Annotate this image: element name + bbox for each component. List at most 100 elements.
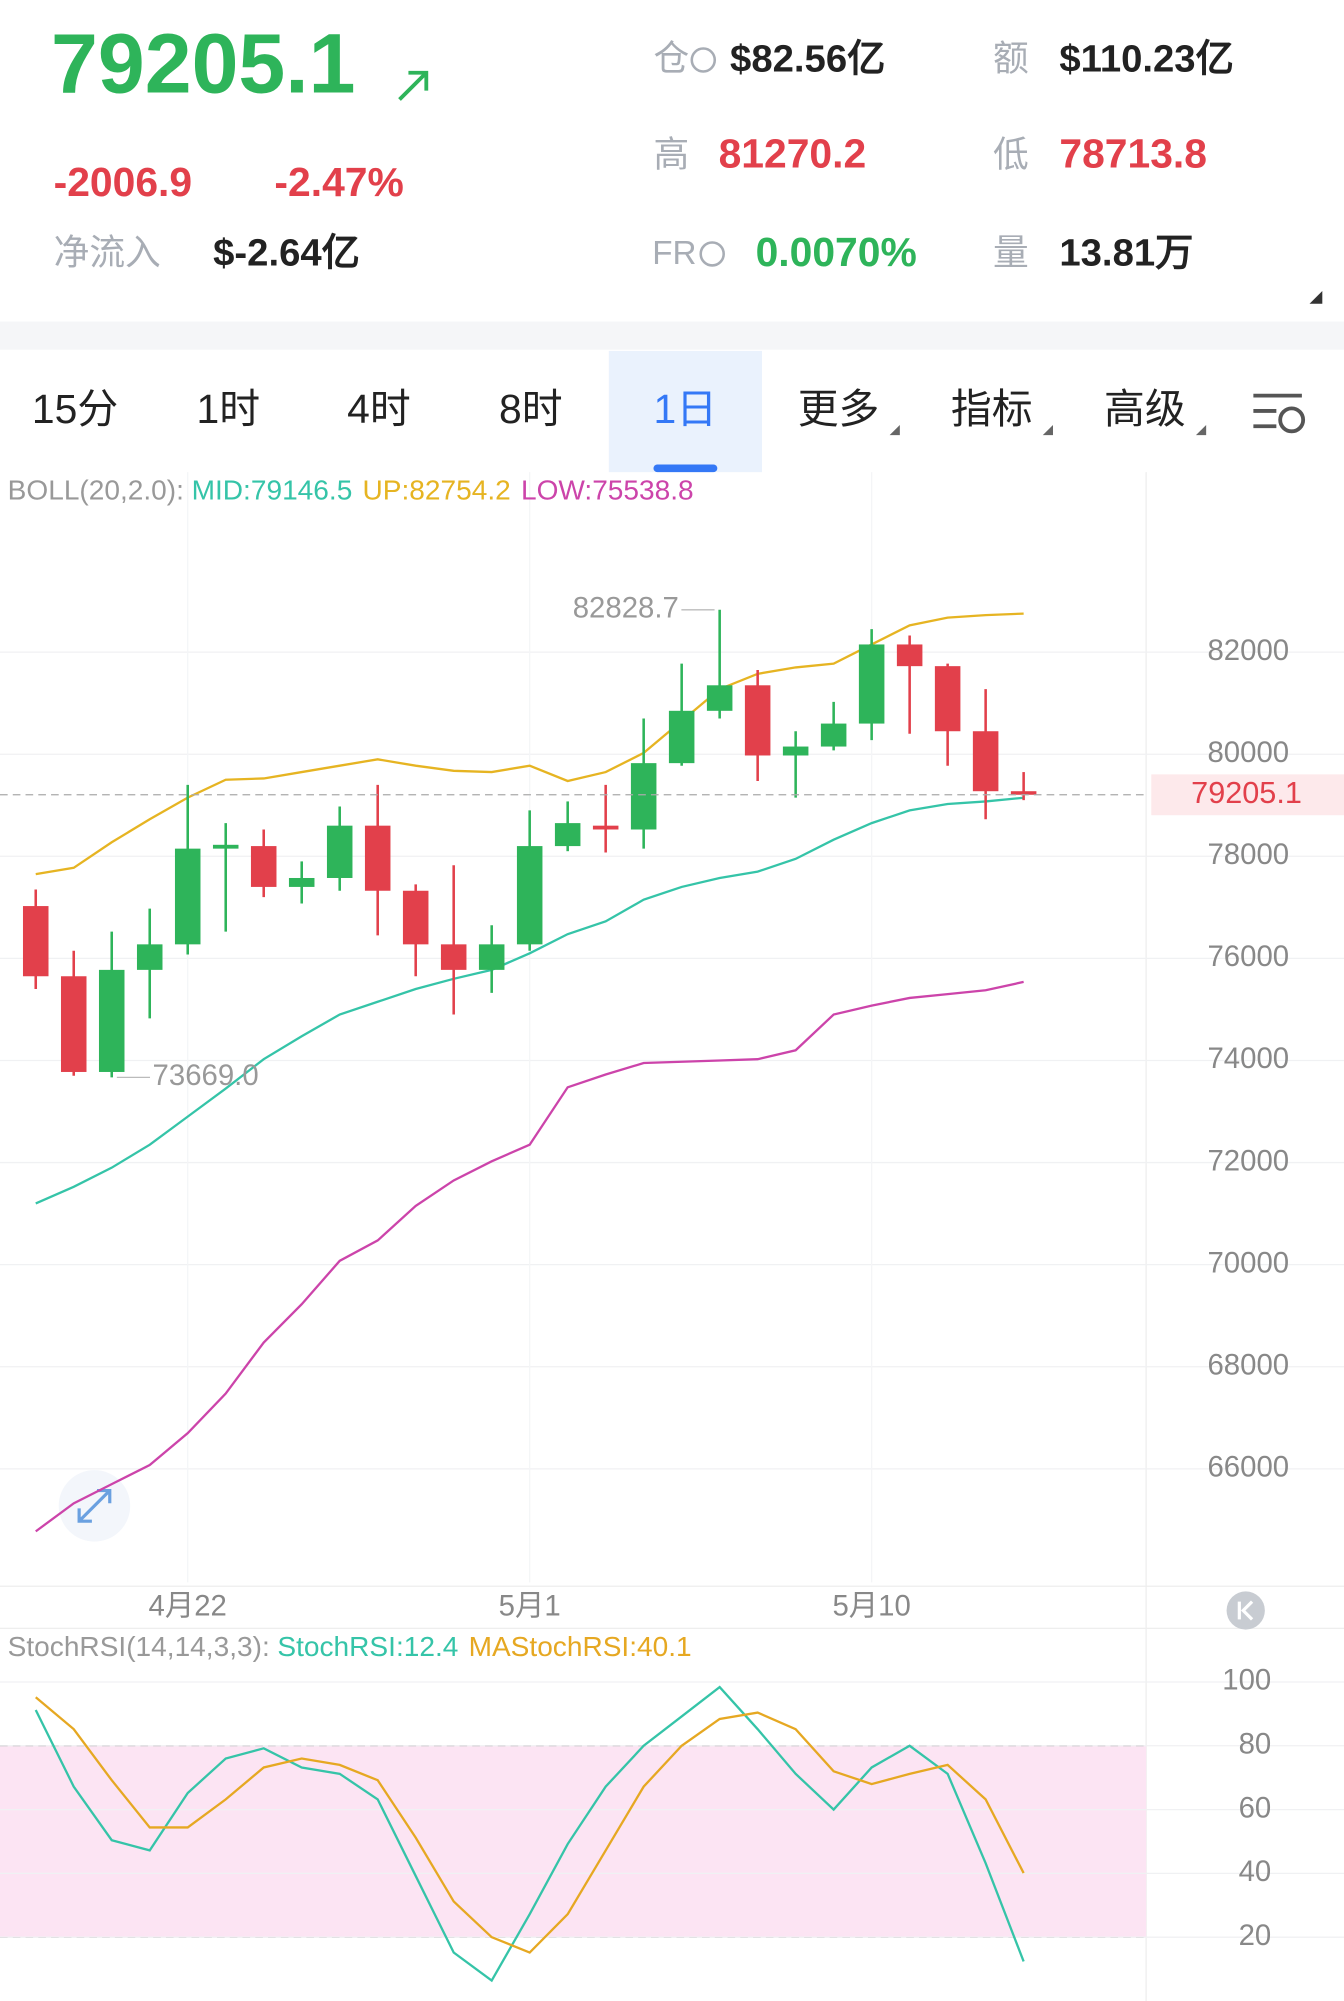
tab[interactable]: 8时 xyxy=(499,386,563,432)
stat-value: 78713.8 xyxy=(1059,131,1207,177)
candle-body xyxy=(744,685,771,756)
y-tick-label: 82000 xyxy=(1208,634,1290,667)
net-inflow: $-2.64亿 xyxy=(213,231,360,274)
candle-body xyxy=(630,763,657,830)
candle-body xyxy=(288,877,315,887)
tab[interactable]: 15分 xyxy=(32,386,118,432)
dropdown xyxy=(889,424,900,436)
candle-body xyxy=(136,944,163,970)
scroll-end-icon xyxy=(1237,1600,1254,1621)
net-inflow-label: 净流入 xyxy=(54,233,161,273)
legend-entry: UP:82754.2 xyxy=(363,475,511,506)
info-icon[interactable] xyxy=(699,241,725,267)
tab[interactable]: 1时 xyxy=(197,386,261,432)
scroll-end-button[interactable] xyxy=(1226,1591,1265,1630)
legend-entry: StochRSI(14,14,3,3): xyxy=(8,1631,270,1662)
y-tick-label: 66000 xyxy=(1208,1451,1290,1484)
high-label: 82828.7 xyxy=(573,592,679,625)
legend-entry: StochRSI:12.4 xyxy=(277,1631,458,1662)
stat-value: 0.0070% xyxy=(756,229,917,275)
stat-label: 高 xyxy=(653,134,689,174)
y-tick-label: 68000 xyxy=(1208,1349,1290,1382)
settings-icon[interactable] xyxy=(1253,393,1306,434)
y-tick-label: 80000 xyxy=(1208,736,1290,769)
y-tick-label: 60 xyxy=(1239,1791,1272,1824)
candle-body xyxy=(972,731,999,792)
indicator-line xyxy=(34,1696,1025,1954)
indicator-legend: BOLL(20,2.0): MID:79146.5 UP:82754.2 LOW:75… xyxy=(8,475,694,506)
y-tick-label: 20 xyxy=(1239,1919,1272,1952)
candle-body xyxy=(554,823,581,847)
change: -2006.9 xyxy=(54,159,192,205)
dropdown xyxy=(1195,424,1207,436)
candle-body xyxy=(60,976,87,1072)
y-tick-label: 70000 xyxy=(1208,1246,1290,1279)
candle-body xyxy=(896,644,923,667)
change-pct: -2.47% xyxy=(274,159,403,205)
tab[interactable]: 更多 xyxy=(798,386,880,432)
y-tick-label: 78000 xyxy=(1208,838,1290,871)
candle-body xyxy=(440,944,467,970)
candle-body xyxy=(402,890,429,945)
last-price-label: 79205.1 xyxy=(1191,776,1302,810)
separator xyxy=(0,321,1344,350)
stat-label: 量 xyxy=(993,233,1029,273)
indicator-line xyxy=(34,1685,1025,1983)
legend-entry: MID:79146.5 xyxy=(192,475,353,506)
candle-body xyxy=(22,906,49,977)
tab[interactable]: 高级 xyxy=(1104,386,1186,432)
candle-body xyxy=(250,846,277,887)
legend-entry: MAStochRSI:40.1 xyxy=(469,1631,692,1662)
candle-body xyxy=(706,685,733,711)
tabs: 15分 1时 4时 8时 1日 更多 指标 高级 xyxy=(32,386,1186,432)
expand-triangle[interactable] xyxy=(1309,290,1323,304)
candle-body xyxy=(212,844,239,849)
candle-body xyxy=(820,723,847,747)
candle-body xyxy=(98,969,125,1072)
legend-entry: LOW:75538.8 xyxy=(521,475,694,506)
y-tick-label: 40 xyxy=(1239,1855,1272,1888)
stat-value: $110.23亿 xyxy=(1059,37,1233,80)
price: 79205.1 xyxy=(51,16,355,110)
y-tick-label: 72000 xyxy=(1208,1144,1290,1177)
y-tick-label: 76000 xyxy=(1208,940,1290,973)
candle-body xyxy=(174,848,201,945)
x-tick-label: 5月1 xyxy=(499,1590,561,1623)
candle-body xyxy=(516,846,543,945)
tab[interactable]: 4时 xyxy=(347,386,411,432)
low-label: 73669.0 xyxy=(153,1059,259,1092)
up-arrow xyxy=(398,70,429,101)
y-tick-label: 80 xyxy=(1239,1728,1272,1761)
stat-label: 低 xyxy=(993,134,1029,174)
candle-body xyxy=(326,825,353,878)
legend-entry: BOLL(20,2.0): xyxy=(8,475,184,506)
x-tick-label: 4月22 xyxy=(149,1590,227,1623)
y-tick-label: 100 xyxy=(1222,1664,1271,1697)
candle-body xyxy=(592,825,619,830)
stat-value: $82.56亿 xyxy=(730,37,885,80)
y-tick-label: 74000 xyxy=(1208,1042,1290,1075)
candle-body xyxy=(934,666,961,732)
selected-tab-bg xyxy=(608,350,762,473)
candle-body xyxy=(364,825,391,891)
indicator-line xyxy=(35,980,1024,1533)
stat-label: 额 xyxy=(993,39,1029,79)
stat-label: 仓 xyxy=(653,39,689,79)
tab[interactable]: 1日 xyxy=(653,386,717,432)
candle-body xyxy=(1010,791,1037,795)
last-price-tag xyxy=(1151,774,1344,816)
info-icon[interactable] xyxy=(690,47,717,73)
dropdown xyxy=(1042,424,1053,436)
candle-body xyxy=(478,944,505,970)
indicator-line xyxy=(35,796,1024,1205)
selected-tab-bar xyxy=(653,464,718,473)
stat-label: FR xyxy=(652,235,696,272)
tab[interactable]: 指标 xyxy=(951,386,1033,432)
candle-body xyxy=(782,746,809,756)
candle-body xyxy=(668,710,695,764)
candle-body xyxy=(858,644,885,724)
x-tick-label: 5月10 xyxy=(832,1590,910,1623)
stat-value: 81270.2 xyxy=(719,131,867,177)
